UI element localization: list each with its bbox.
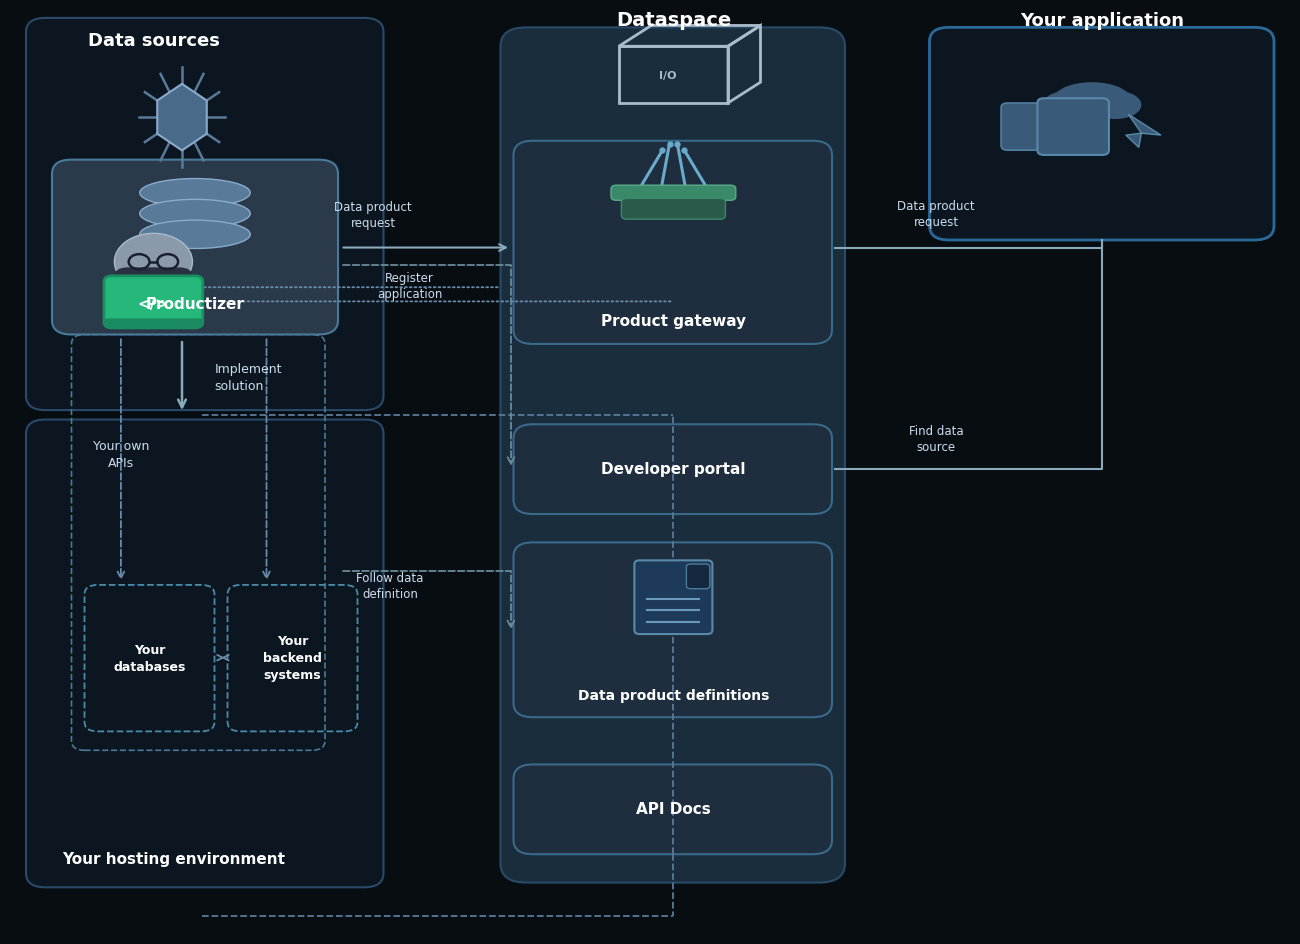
FancyBboxPatch shape <box>621 199 725 220</box>
Text: Your application: Your application <box>1020 11 1184 30</box>
FancyBboxPatch shape <box>514 543 832 717</box>
FancyBboxPatch shape <box>104 319 203 329</box>
Text: Data sources: Data sources <box>88 31 220 50</box>
Polygon shape <box>157 85 207 151</box>
FancyBboxPatch shape <box>514 142 832 345</box>
Polygon shape <box>1126 115 1161 148</box>
Text: Your
backend
systems: Your backend systems <box>263 634 322 682</box>
Text: Follow data
definition: Follow data definition <box>356 571 424 600</box>
Ellipse shape <box>1089 92 1141 120</box>
Text: Your own
APIs: Your own APIs <box>92 440 150 470</box>
Ellipse shape <box>140 179 250 208</box>
Text: Product gateway: Product gateway <box>601 313 746 329</box>
FancyBboxPatch shape <box>930 28 1274 241</box>
FancyBboxPatch shape <box>26 19 383 411</box>
FancyBboxPatch shape <box>104 277 203 329</box>
Ellipse shape <box>140 200 250 228</box>
Text: Find data
source: Find data source <box>909 424 963 453</box>
Text: Your hosting environment: Your hosting environment <box>62 851 286 867</box>
Text: </>: </> <box>138 296 169 312</box>
Text: Data product
request: Data product request <box>897 199 975 228</box>
FancyBboxPatch shape <box>514 425 832 514</box>
FancyBboxPatch shape <box>1037 99 1109 156</box>
FancyBboxPatch shape <box>611 186 736 201</box>
Text: Productizer: Productizer <box>146 296 244 312</box>
FancyBboxPatch shape <box>500 28 845 883</box>
Text: Dataspace: Dataspace <box>616 11 731 30</box>
Circle shape <box>114 234 192 291</box>
Text: I/O: I/O <box>659 71 677 80</box>
Text: Data product definitions: Data product definitions <box>577 689 770 702</box>
FancyBboxPatch shape <box>514 765 832 854</box>
Text: Developer portal: Developer portal <box>601 462 746 477</box>
Ellipse shape <box>1043 92 1095 120</box>
FancyBboxPatch shape <box>114 268 192 296</box>
Text: Register
application: Register application <box>377 272 442 301</box>
FancyBboxPatch shape <box>26 420 383 887</box>
Text: Implement
solution: Implement solution <box>214 363 282 392</box>
Text: API Docs: API Docs <box>636 801 711 817</box>
Text: Your
databases: Your databases <box>113 643 186 673</box>
FancyBboxPatch shape <box>686 565 710 589</box>
FancyBboxPatch shape <box>52 160 338 335</box>
Text: Data product
request: Data product request <box>334 200 412 229</box>
FancyBboxPatch shape <box>634 561 712 634</box>
Ellipse shape <box>1053 83 1131 119</box>
Ellipse shape <box>140 221 250 249</box>
FancyBboxPatch shape <box>1001 104 1040 151</box>
